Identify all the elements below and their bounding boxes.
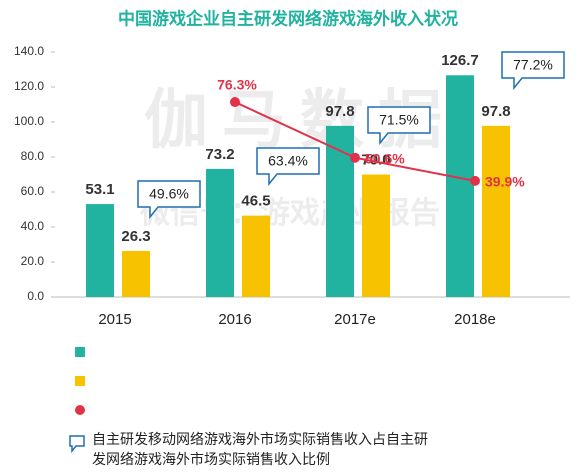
legend-swatch: [75, 347, 85, 357]
bar-label: 46.5: [241, 193, 270, 210]
y-tick-label: 20.0: [21, 254, 45, 268]
growth-label: 39.9%: [485, 174, 525, 190]
callout-label: 71.5%: [379, 112, 419, 128]
y-tick-label: 0.0: [27, 289, 44, 303]
bar-label: 97.8: [481, 103, 510, 120]
x-tick-label: 2015: [98, 311, 131, 328]
bar: [242, 215, 270, 297]
legend-label: 自主研发移动网络游戏海外市场实际销售收入占自主研发网络游戏海外市场实际销售收入比…: [92, 431, 428, 467]
y-tick-label: 40.0: [21, 219, 45, 233]
callout-box: [256, 147, 320, 187]
callout-box: [367, 106, 431, 146]
legend-swatch: [69, 435, 85, 454]
y-tick-label: 120.0: [14, 79, 44, 93]
y-tick-label: 80.0: [21, 149, 45, 163]
bar: [482, 125, 510, 297]
bar: [206, 168, 234, 297]
callout-label: 63.4%: [268, 153, 308, 169]
bar-label: 126.7: [441, 52, 479, 69]
legend-swatch: [75, 405, 85, 415]
x-tick-label: 2017e: [334, 311, 376, 328]
growth-label: 50.6%: [365, 150, 405, 166]
bar: [446, 75, 474, 298]
callout-label: 77.2%: [513, 57, 553, 73]
y-tick-label: 60.0: [21, 184, 45, 198]
callout-label: 49.6%: [149, 186, 189, 202]
growth-label: 76.3%: [217, 77, 257, 93]
bar-label: 53.1: [85, 181, 114, 198]
growth-point: [470, 175, 480, 186]
callout-box: [501, 51, 565, 91]
y-tick-label: 100.0: [14, 114, 44, 128]
y-tick-label: 140.0: [14, 44, 44, 58]
chart-title: 中国游戏企业自主研发网络游戏海外收入状况: [118, 8, 458, 28]
bar: [122, 250, 150, 297]
growth-point: [350, 152, 360, 163]
callout-box: [137, 180, 201, 220]
bar-label: 97.8: [325, 103, 354, 120]
bar-label: 26.3: [121, 228, 150, 245]
legend-swatch: [75, 376, 85, 386]
bar: [86, 204, 114, 297]
x-tick-label: 2018e: [454, 311, 496, 328]
x-tick-label: 2016: [218, 311, 251, 328]
bar: [362, 174, 390, 297]
bar-label: 73.2: [205, 146, 234, 163]
bar-label: 70.0: [361, 151, 390, 168]
growth-point: [230, 97, 240, 108]
